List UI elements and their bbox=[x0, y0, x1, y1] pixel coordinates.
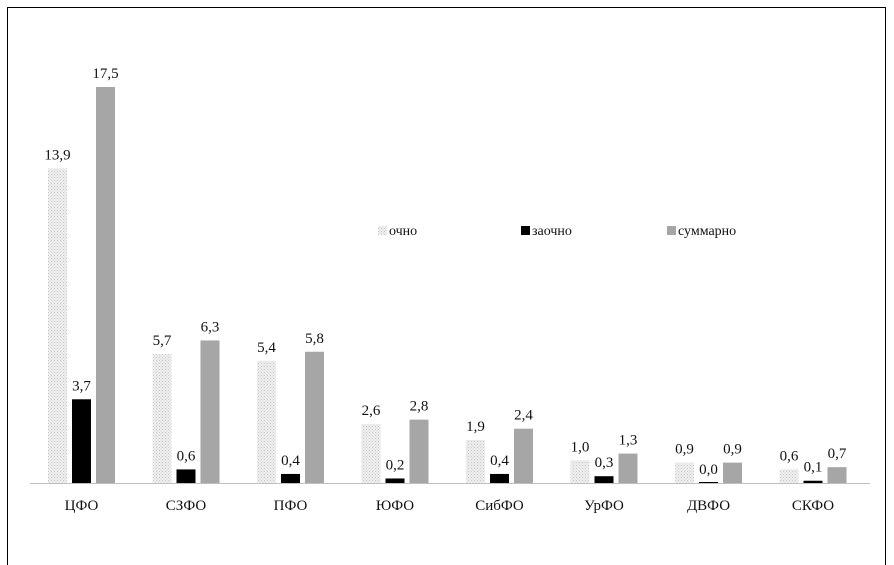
legend-swatch bbox=[521, 226, 530, 235]
bar-заочно-ДВФО bbox=[699, 482, 718, 483]
bar-суммарно-СЗФО bbox=[200, 340, 220, 483]
bar-суммарно-СибФО bbox=[514, 428, 533, 483]
legend-swatch bbox=[378, 226, 387, 235]
value-label: 0,2 bbox=[386, 457, 405, 473]
bar-суммарно-СКФО bbox=[827, 467, 847, 483]
bar-очно-СибФО bbox=[466, 440, 485, 483]
bar-очно-ПФО bbox=[257, 360, 276, 483]
bar-заочно-ПФО bbox=[281, 473, 300, 483]
bar-заочно-СибФО bbox=[490, 473, 509, 483]
value-label: 0,0 bbox=[699, 462, 718, 478]
value-label: 2,8 bbox=[410, 399, 429, 415]
category-label: СЗФО bbox=[166, 498, 207, 514]
category-label: УрФО bbox=[584, 498, 624, 514]
bar-заочно-ЮФО bbox=[385, 478, 405, 483]
value-label: 5,4 bbox=[257, 340, 276, 356]
legend-label: заочно bbox=[532, 224, 572, 239]
bar-очно-ЮФО bbox=[361, 424, 381, 483]
value-label: 0,3 bbox=[595, 455, 614, 471]
bar-очно-УрФО bbox=[570, 460, 590, 483]
value-label: 13,9 bbox=[44, 147, 70, 163]
value-label: 2,4 bbox=[514, 408, 533, 424]
value-label: 0,9 bbox=[723, 442, 742, 458]
value-label: 0,6 bbox=[177, 448, 196, 464]
bar-очно-ЦФО bbox=[48, 168, 67, 483]
value-label: 0,1 bbox=[804, 460, 823, 476]
value-label: 0,4 bbox=[490, 453, 509, 469]
legend-label: суммарно bbox=[678, 224, 736, 239]
value-label: 3,7 bbox=[72, 378, 91, 394]
bar-суммарно-ДВФО bbox=[723, 462, 742, 483]
value-label: 0,9 bbox=[675, 442, 694, 458]
value-label: 5,8 bbox=[305, 331, 324, 347]
bar-суммарно-ЦФО bbox=[96, 87, 115, 483]
bar-суммарно-ЮФО bbox=[409, 419, 429, 483]
value-label: 2,6 bbox=[362, 403, 381, 419]
legend-swatch bbox=[667, 226, 676, 235]
bar-очно-СКФО bbox=[779, 469, 799, 483]
category-label: ЦФО bbox=[65, 498, 99, 514]
bar-заочно-СКФО bbox=[803, 480, 823, 483]
value-label: 1,3 bbox=[619, 433, 638, 449]
value-label: 5,7 bbox=[153, 333, 172, 349]
value-label: 1,9 bbox=[466, 419, 485, 435]
category-label: СибФО bbox=[475, 498, 524, 514]
bar-суммарно-УрФО bbox=[618, 453, 638, 483]
value-label: 17,5 bbox=[92, 66, 118, 82]
legend-label: очно bbox=[389, 224, 417, 239]
value-label: 0,4 bbox=[281, 453, 300, 469]
category-label: ДВФО bbox=[687, 498, 730, 514]
value-label: 6,3 bbox=[201, 319, 220, 335]
category-label: ЮФО bbox=[376, 498, 414, 514]
bar-суммарно-ПФО bbox=[305, 351, 324, 483]
bar-заочно-СЗФО bbox=[176, 469, 196, 483]
bar-очно-ДВФО bbox=[675, 462, 694, 483]
bar-очно-СЗФО bbox=[152, 354, 172, 483]
value-label: 0,7 bbox=[828, 446, 847, 462]
legend: очно заочно суммарно bbox=[378, 224, 736, 239]
value-label: 0,6 bbox=[780, 448, 799, 464]
value-label: 1,0 bbox=[571, 439, 590, 455]
category-label: ПФО bbox=[274, 498, 308, 514]
bar-заочно-ЦФО bbox=[72, 399, 91, 483]
category-label: СКФО bbox=[792, 498, 834, 514]
bar-заочно-УрФО bbox=[594, 476, 614, 483]
